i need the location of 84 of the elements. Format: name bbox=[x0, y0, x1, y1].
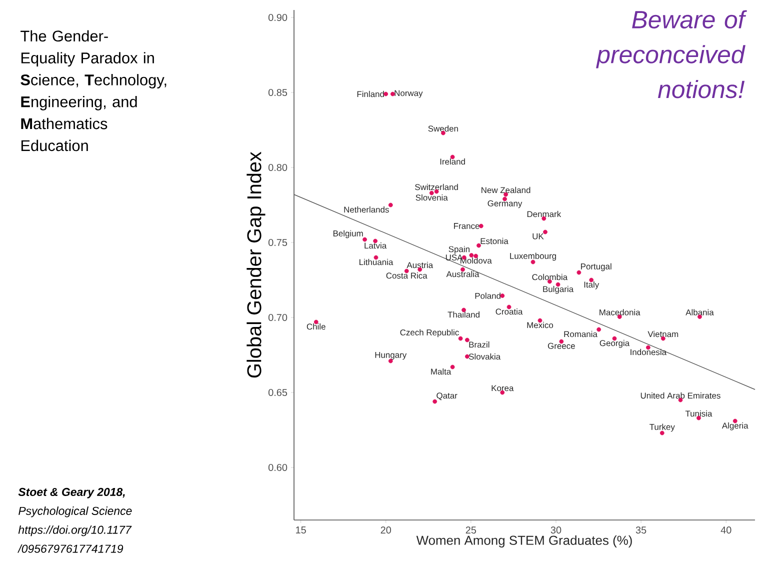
annotation: Chile bbox=[306, 323, 326, 330]
y-tick-label: 0.90 bbox=[268, 14, 288, 22]
annotation: Vietnam bbox=[648, 330, 678, 338]
x-tick-label: 40 bbox=[720, 526, 732, 534]
annotation: Macedonia bbox=[600, 309, 640, 316]
annotation: Ireland bbox=[440, 158, 465, 165]
annotation: Portugal bbox=[581, 263, 612, 272]
annotation: Spain bbox=[448, 246, 470, 254]
annotation: Switzerland bbox=[415, 184, 458, 190]
annotation: Costa Rica bbox=[386, 272, 428, 279]
y-axis-title: Global Gender Gap Index bbox=[246, 152, 266, 378]
point bbox=[464, 354, 470, 359]
point bbox=[450, 364, 455, 370]
annotation: Romania bbox=[564, 330, 598, 338]
annotation: Brazil bbox=[469, 341, 490, 348]
annotation: United Arab Emirates bbox=[640, 392, 720, 399]
annotation: UK bbox=[532, 233, 544, 240]
point bbox=[432, 399, 438, 404]
annotation: New Zealand bbox=[482, 186, 530, 194]
annotation: Thailand bbox=[448, 311, 480, 318]
point bbox=[384, 92, 388, 96]
annotation: Poland bbox=[475, 292, 500, 299]
text: /0956797617741719 bbox=[18, 544, 124, 553]
x-tick-label: 35 bbox=[636, 526, 646, 534]
point bbox=[543, 230, 548, 234]
text: https://doi.org/10.1177 bbox=[18, 525, 132, 536]
y-tick-label: 0.60 bbox=[268, 464, 288, 472]
point bbox=[388, 202, 393, 208]
annotation: Korea bbox=[492, 385, 514, 392]
annotation: Moldova bbox=[460, 257, 492, 264]
chart-title: The Gender-Equality Paradox in Science, Technology, Engineering, and Mathematics Education bbox=[20, 30, 166, 152]
annotation: Netherlands bbox=[344, 206, 389, 213]
x-tick-label: 30 bbox=[550, 526, 562, 534]
text: Stoet & Geary 2018, bbox=[18, 488, 125, 498]
annotation: Mexico bbox=[527, 322, 554, 328]
point bbox=[458, 336, 463, 341]
y-tick-label: 0.75 bbox=[268, 238, 288, 246]
annotation: Luxembourg bbox=[510, 252, 556, 261]
annotation: Colombia bbox=[532, 274, 568, 280]
point bbox=[476, 243, 481, 248]
annotation: Czech Republic bbox=[400, 329, 459, 338]
annotation: Belgium bbox=[333, 230, 363, 238]
annotation: Lithuania bbox=[360, 258, 394, 266]
annotation: Bulgaria bbox=[543, 286, 574, 294]
annotation: France bbox=[454, 223, 480, 229]
x-tick-label: 20 bbox=[380, 526, 392, 534]
annotation: Australia bbox=[446, 270, 480, 278]
annotation: Slovenia bbox=[416, 194, 448, 201]
annotation: Norway bbox=[394, 90, 423, 98]
point bbox=[596, 327, 602, 332]
annotation: Sweden bbox=[428, 125, 458, 132]
annotation: Italy bbox=[584, 281, 600, 290]
annotation: Hungary bbox=[375, 352, 407, 360]
annotation: Turkey bbox=[650, 424, 675, 432]
annotation: Germany bbox=[488, 200, 522, 208]
point bbox=[390, 92, 395, 96]
annotation: Qatar bbox=[436, 392, 458, 400]
text: Psychological Science bbox=[18, 506, 132, 518]
annotation: Latvia bbox=[364, 242, 387, 249]
annotation: Malta bbox=[431, 368, 452, 375]
point bbox=[464, 338, 470, 342]
x-tick-label: 15 bbox=[296, 526, 306, 534]
annotation: Georgia bbox=[600, 340, 630, 348]
annotation: Slovakia bbox=[468, 353, 501, 360]
point bbox=[500, 294, 505, 298]
annotation: Albania bbox=[686, 309, 714, 316]
x-axis-title: Women Among STEM Graduates (%) bbox=[416, 535, 632, 548]
annotation: Tunisia bbox=[685, 410, 712, 417]
y-tick-label: 0.85 bbox=[268, 88, 288, 96]
y-tick-label: 0.65 bbox=[268, 388, 288, 396]
point bbox=[362, 237, 367, 242]
annotation: Indonesia bbox=[630, 348, 667, 356]
annotation: Beware of preconceived notions! bbox=[596, 10, 747, 98]
annotation: Denmark bbox=[527, 210, 562, 218]
annotation: Estonia bbox=[480, 238, 508, 244]
annotation: Greece bbox=[548, 342, 575, 349]
y-tick-label: 0.80 bbox=[268, 164, 288, 172]
annotation: Finland bbox=[357, 90, 384, 98]
y-tick-label: 0.70 bbox=[268, 314, 288, 322]
point bbox=[576, 270, 582, 275]
annotation: Algeria bbox=[722, 422, 748, 430]
annotation: Austria bbox=[406, 262, 434, 268]
annotation: Croatia bbox=[496, 308, 523, 315]
x-tick-label: 25 bbox=[466, 526, 476, 534]
